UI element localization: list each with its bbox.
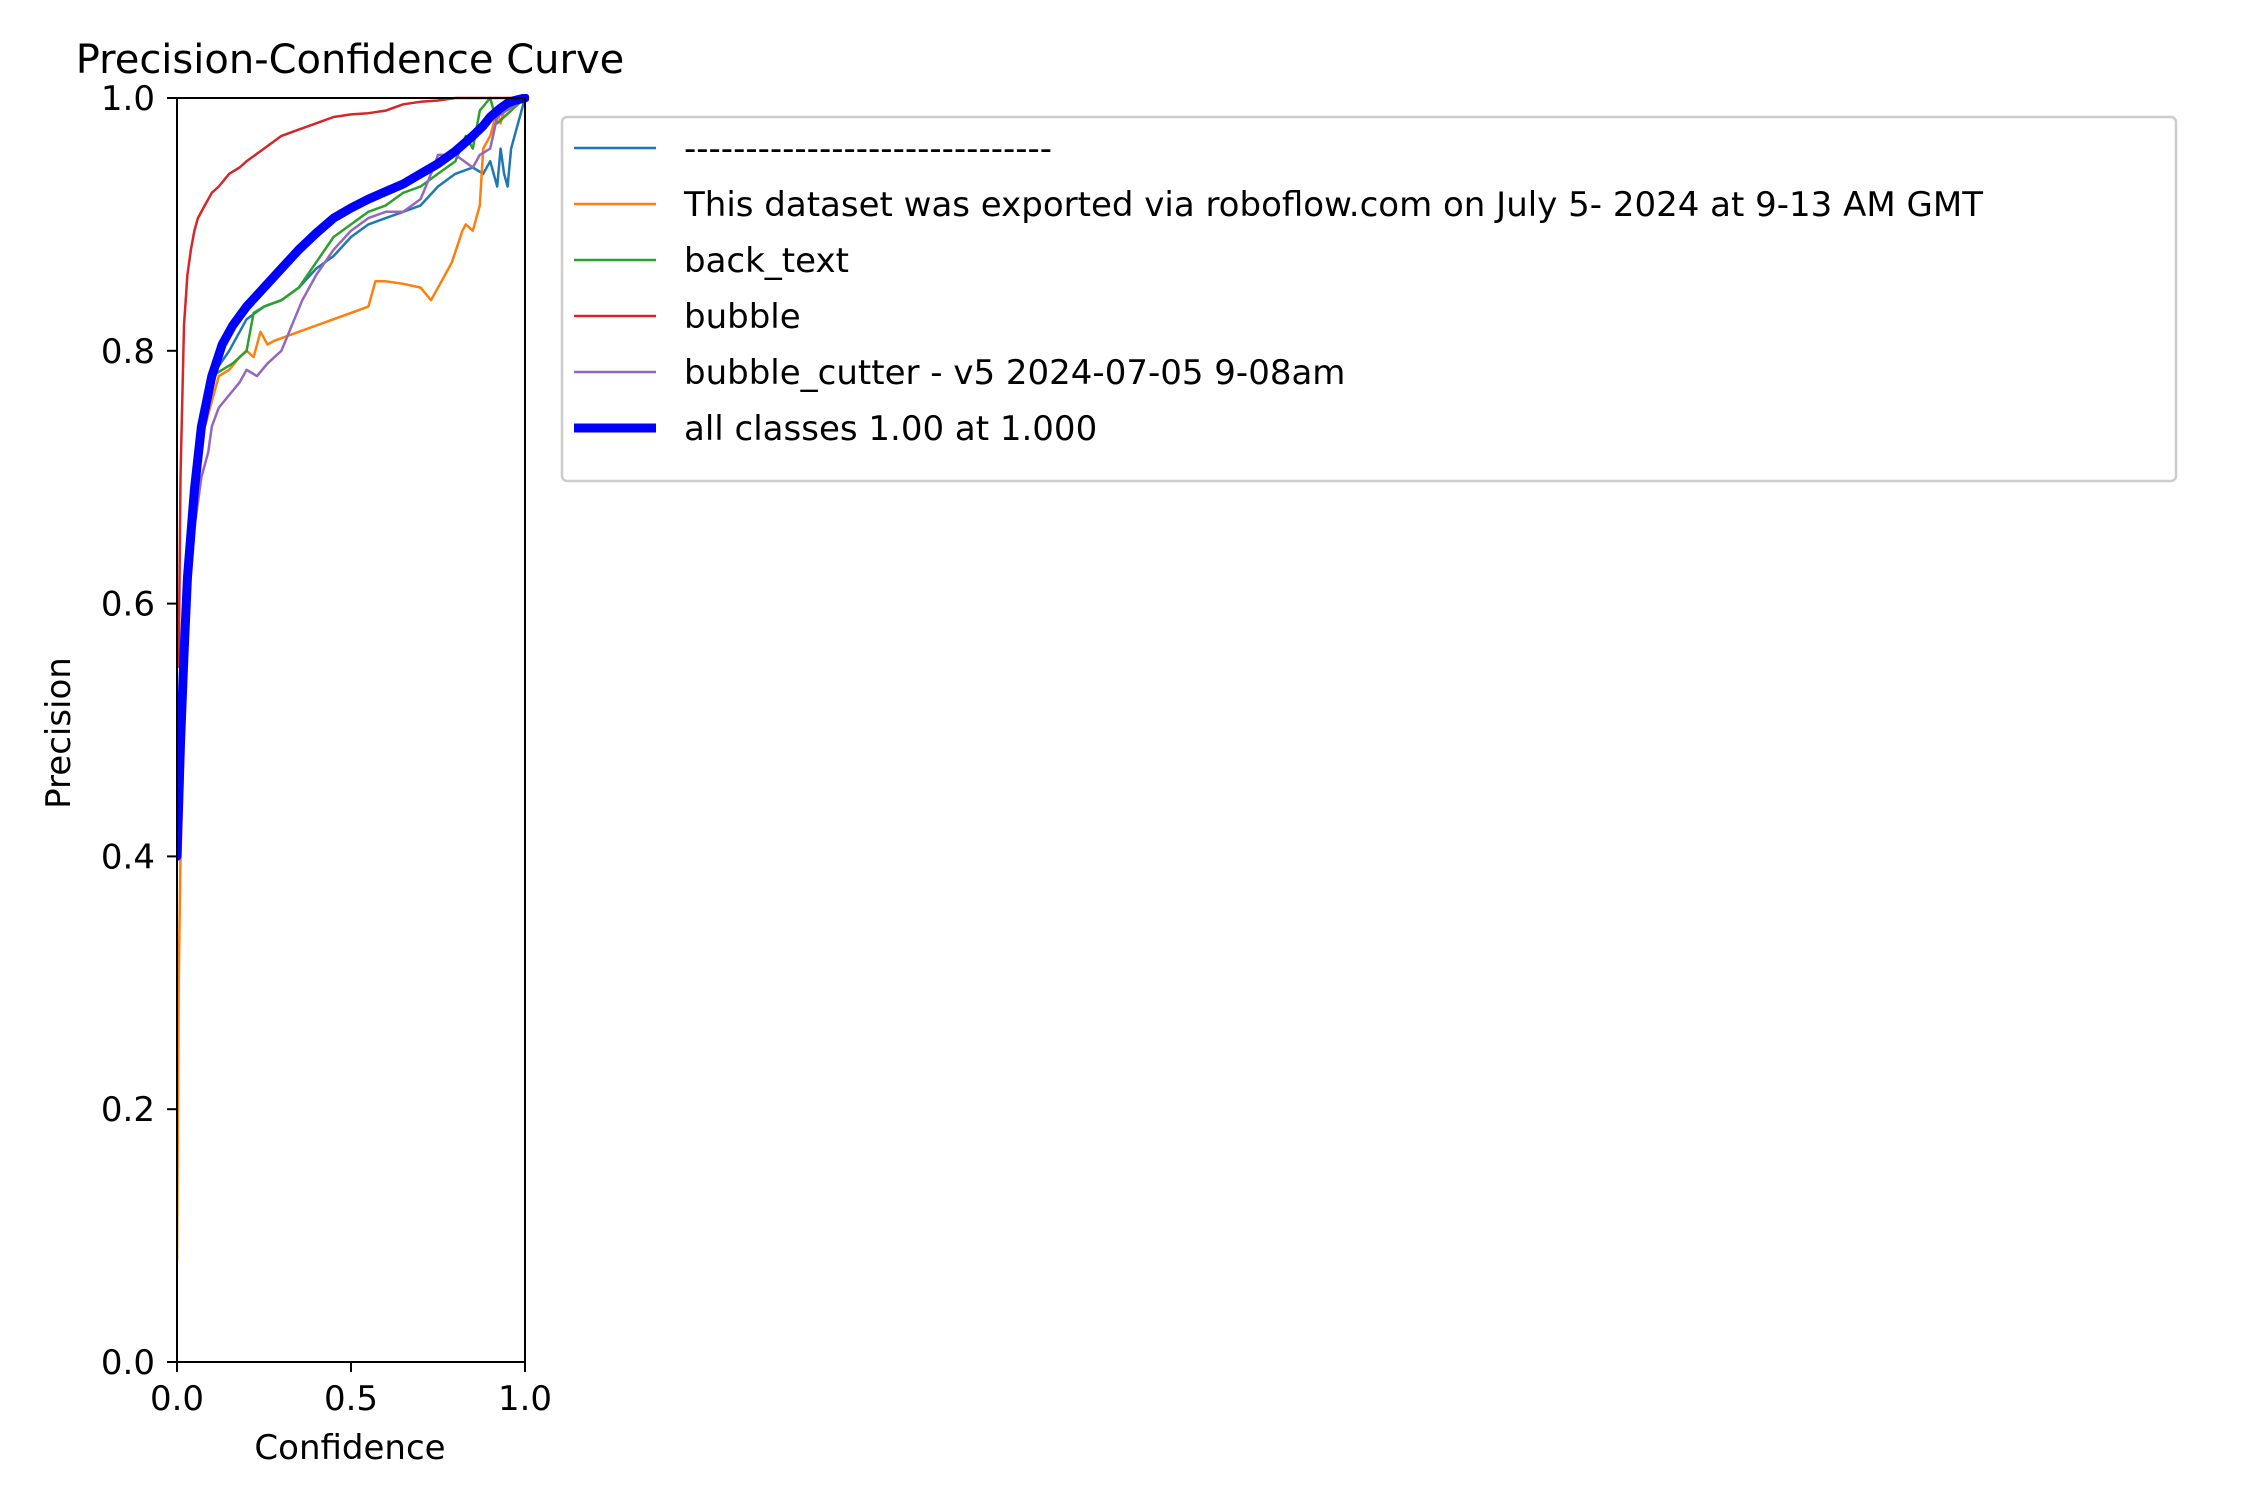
legend: ------------------------------ This datas… bbox=[560, 115, 2178, 483]
axes-layer: 0.0 0.5 1.0 0.0 0.2 0.4 0.6 0.8 1.0 bbox=[101, 79, 552, 1419]
series-line-5 bbox=[177, 94, 529, 861]
legend-label-0: ------------------------------ bbox=[684, 129, 1052, 169]
legend-box bbox=[560, 115, 2178, 483]
chart-title: Precision-Confidence Curve bbox=[76, 37, 625, 83]
legend-label-4: bubble_cutter - v5 2024-07-05 9-08am bbox=[684, 353, 1345, 393]
legend-label-1: This dataset was exported via roboflow.c… bbox=[683, 185, 1983, 225]
series-line-0 bbox=[179, 96, 527, 732]
x-tick-label: 0.5 bbox=[324, 1379, 378, 1419]
series-line-3 bbox=[177, 96, 527, 669]
series-line-4 bbox=[179, 96, 527, 732]
y-tick-label: 1.0 bbox=[101, 79, 155, 119]
x-tick-label: 0.0 bbox=[150, 1379, 204, 1419]
y-tick-label: 0.8 bbox=[101, 332, 155, 372]
y-tick-label: 0.6 bbox=[101, 585, 155, 625]
x-tick-label: 1.0 bbox=[498, 1379, 552, 1419]
y-axis-label: Precision bbox=[39, 657, 79, 809]
legend-label-2: back_text bbox=[684, 241, 849, 281]
x-axis-label: Confidence bbox=[254, 1428, 445, 1468]
y-tick-label: 0.4 bbox=[101, 837, 155, 877]
y-tick-label: 0.0 bbox=[101, 1343, 155, 1383]
legend-label-3: bubble bbox=[684, 297, 801, 337]
legend-label-5: all classes 1.00 at 1.000 bbox=[684, 409, 1097, 449]
series-layer bbox=[177, 94, 529, 1263]
y-tick-label: 0.2 bbox=[101, 1090, 155, 1130]
